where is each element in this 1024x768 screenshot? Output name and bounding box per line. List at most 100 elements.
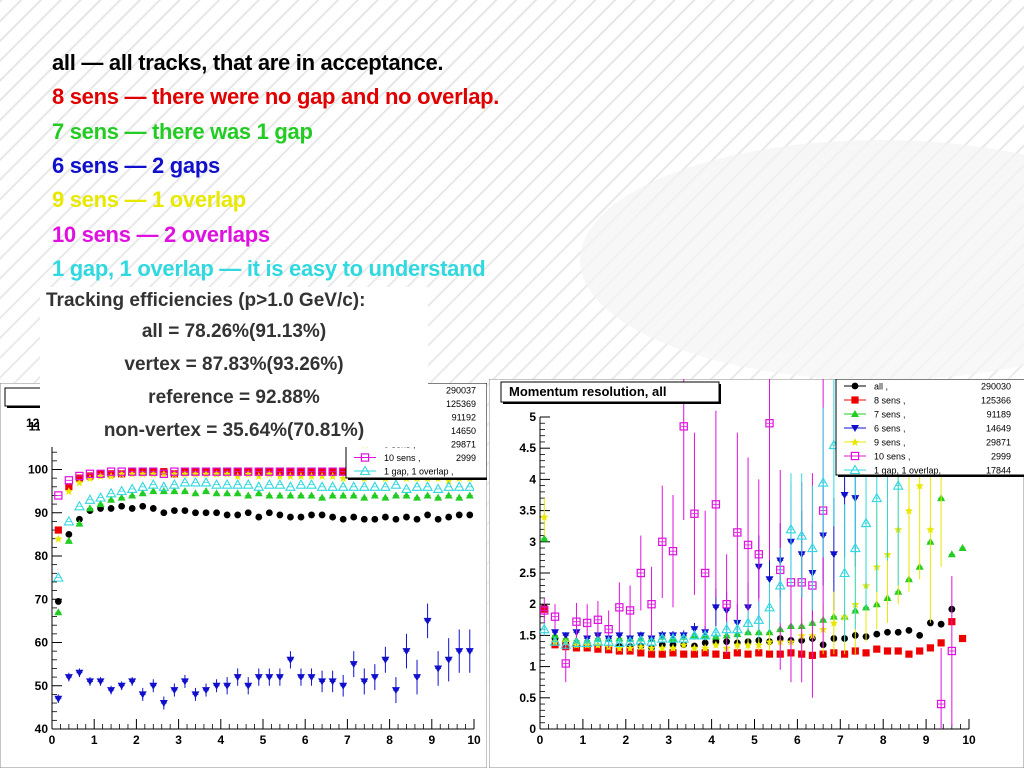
data-point <box>328 471 337 480</box>
data-point <box>275 491 284 499</box>
data-point <box>892 480 904 490</box>
data-point <box>603 636 615 646</box>
data-point <box>286 656 295 664</box>
data-point <box>413 493 422 501</box>
legend-count: 91189 <box>987 410 1011 420</box>
data-point <box>117 493 126 501</box>
data-point <box>774 579 786 590</box>
data-point <box>658 537 667 546</box>
legend-marker <box>851 382 859 390</box>
data-point <box>455 493 464 501</box>
series-6-sens <box>54 603 474 710</box>
y-tick-label: 100 <box>28 463 48 477</box>
data-point <box>85 474 94 483</box>
data-point <box>873 645 881 653</box>
data-point <box>254 489 263 497</box>
data-point <box>680 650 688 658</box>
data-point <box>626 643 635 652</box>
data-point <box>710 626 722 637</box>
data-point <box>733 528 742 537</box>
data-point <box>85 504 94 512</box>
data-point <box>96 500 105 508</box>
data-point <box>413 674 422 682</box>
data-point <box>958 634 967 643</box>
data-point <box>572 617 581 626</box>
y-tick-label: 90 <box>35 506 49 520</box>
data-point <box>765 576 774 584</box>
legend-marker <box>850 451 860 461</box>
y-tick-label: 4 <box>529 472 536 486</box>
data-point <box>647 650 656 658</box>
legend-label: 10 sens , <box>874 452 911 462</box>
data-point <box>180 487 189 495</box>
data-point <box>265 491 274 499</box>
data-point <box>667 632 679 643</box>
data-point <box>360 515 368 523</box>
data-point <box>391 491 400 499</box>
data-point <box>370 674 379 682</box>
legend-marker <box>851 438 859 446</box>
data-point <box>551 629 560 637</box>
data-point <box>307 467 316 476</box>
data-point <box>64 487 73 496</box>
data-point <box>369 481 381 491</box>
legend-count: 2999 <box>991 452 1011 462</box>
data-point <box>128 678 137 686</box>
data-point <box>926 644 934 652</box>
data-point <box>317 467 327 476</box>
x-tick-label: 4 <box>708 733 715 747</box>
data-point <box>937 639 945 647</box>
data-point <box>149 682 158 690</box>
data-point <box>873 630 881 638</box>
x-tick-label: 6 <box>794 733 801 747</box>
x-tick-label: 5 <box>751 733 758 747</box>
data-point <box>107 495 116 503</box>
header-line-9sens: 9 sens — 1 overlap <box>52 187 246 212</box>
data-point <box>254 467 263 476</box>
efficiency-vertex: vertex = 87.83%(93.26%) <box>124 354 344 375</box>
data-point <box>423 491 432 499</box>
data-point <box>275 467 285 476</box>
data-point <box>549 636 561 646</box>
data-point <box>242 479 254 489</box>
data-point <box>434 665 443 673</box>
data-point <box>327 481 339 491</box>
data-point <box>149 505 157 512</box>
chart-title: Momentum resolution, all <box>509 384 666 399</box>
x-tick-label: 7 <box>837 733 844 747</box>
data-point <box>701 643 710 652</box>
data-point <box>743 540 753 550</box>
legend-marker <box>849 464 861 475</box>
x-tick-label: 3 <box>175 733 182 747</box>
header-line-8sens: 8 sens — there were no gap and no overla… <box>52 84 500 109</box>
efficiency-summary-box: Tracking efficiencies (p>1.0 GeV/c): all… <box>40 287 428 447</box>
legend-count: 29871 <box>986 438 1011 448</box>
data-point <box>64 674 73 682</box>
data-point <box>593 615 603 624</box>
data-point <box>540 512 549 521</box>
data-point <box>211 479 223 489</box>
data-point <box>636 568 646 578</box>
data-point <box>839 567 851 578</box>
data-point <box>191 489 200 497</box>
data-point <box>253 481 265 491</box>
data-point <box>453 481 465 491</box>
data-point <box>936 699 946 709</box>
data-point <box>829 551 838 559</box>
data-point <box>916 647 924 655</box>
legend-marker <box>851 410 859 417</box>
legend-box <box>835 379 1024 476</box>
data-point <box>658 643 667 652</box>
data-point <box>884 628 891 636</box>
data-point <box>233 471 242 480</box>
data-point <box>318 511 326 519</box>
legend-marker <box>851 425 859 432</box>
data-point <box>444 491 453 499</box>
data-point <box>180 678 189 686</box>
data-point <box>390 479 402 489</box>
data-point <box>318 493 327 501</box>
data-point <box>424 511 431 519</box>
data-point <box>160 509 168 517</box>
x-tick-label: 8 <box>386 733 393 747</box>
data-point <box>255 513 263 521</box>
